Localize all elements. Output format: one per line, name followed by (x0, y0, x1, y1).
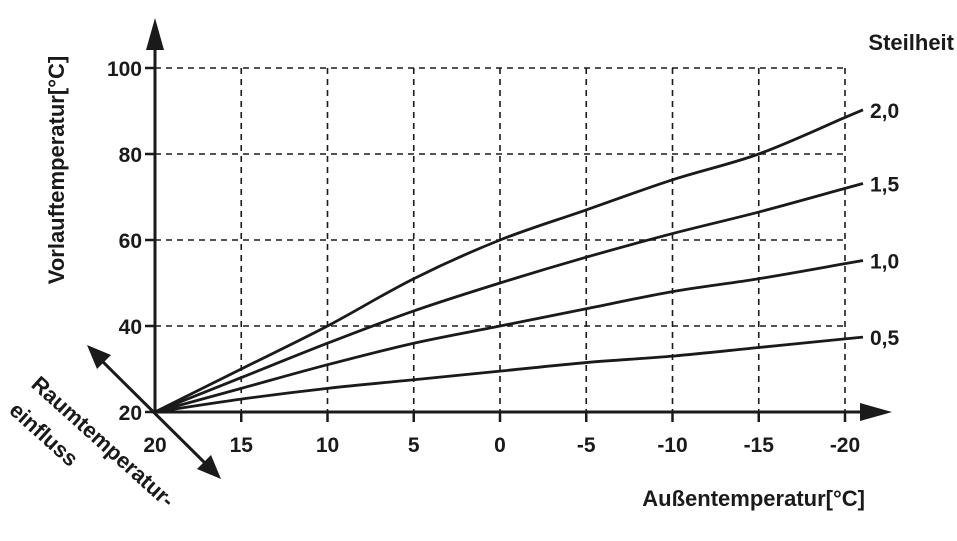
x-tick-label: -5 (577, 434, 596, 457)
y-tick-label: 60 (119, 230, 142, 253)
y-tick-label: 80 (119, 144, 142, 167)
heating-curves (154, 108, 864, 414)
room-influence-arrowhead-up (87, 345, 111, 369)
heating-curve-line (154, 259, 864, 414)
y-axis-arrowhead (146, 18, 164, 50)
x-tick-label: -20 (830, 434, 860, 457)
slope-label: 2,0 (870, 100, 899, 123)
heating-curve-line (154, 108, 864, 414)
axes (87, 18, 892, 479)
x-tick-label: 5 (408, 434, 420, 457)
y-axis-title: Vorlauftemperatur[°C] (44, 56, 69, 284)
heating-curve-line (154, 335, 864, 414)
x-tick-label: 15 (230, 434, 254, 457)
x-axis-title: Außentemperatur[°C] (642, 486, 865, 511)
x-tick-label: -10 (657, 434, 687, 457)
heating-curve-line (154, 182, 864, 414)
x-axis-arrowhead (860, 403, 892, 421)
chart-labels: 20 15 10 5 0 -5 -10 -15 -20 20 40 60 80 100 2,0 1,5 1,0 0… (107, 58, 900, 457)
y-tick-label: 20 (119, 402, 142, 425)
grid-lines (155, 67, 846, 412)
slope-legend-title: Steilheit (868, 30, 954, 55)
slope-label: 1,5 (870, 173, 900, 196)
room-influence-arrowhead-down (197, 455, 221, 479)
y-tick-label: 100 (107, 58, 142, 81)
x-tick-label: -15 (744, 434, 775, 457)
slope-label: 1,0 (870, 251, 899, 274)
x-tick-label: 20 (143, 434, 166, 457)
y-tick-label: 40 (119, 316, 142, 339)
x-tick-label: 10 (316, 434, 339, 457)
x-tick-label: 0 (494, 434, 506, 457)
slope-label: 0,5 (870, 327, 900, 350)
